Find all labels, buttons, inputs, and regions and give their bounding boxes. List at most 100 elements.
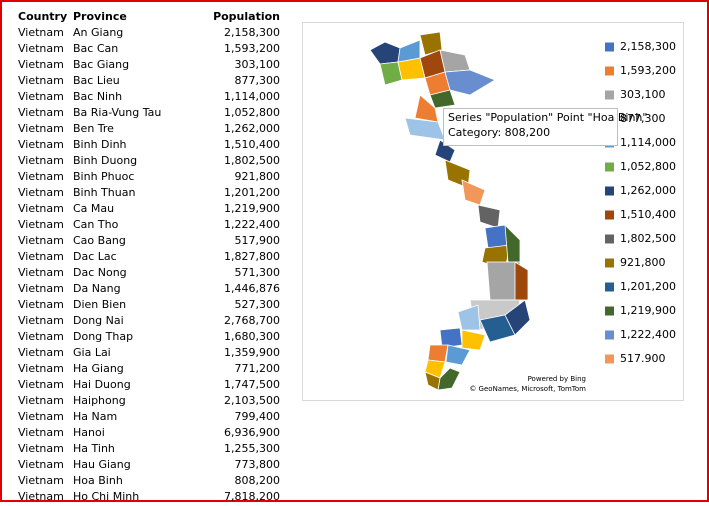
table-cell[interactable]: Vietnam bbox=[18, 74, 64, 87]
table-cell[interactable]: Ba Ria-Vung Tau bbox=[73, 106, 161, 119]
table-cell[interactable]: Vietnam bbox=[18, 314, 64, 327]
table-cell[interactable]: 6,936,900 bbox=[224, 426, 280, 439]
table-cell[interactable]: Vietnam bbox=[18, 186, 64, 199]
table-cell[interactable]: 1,201,200 bbox=[224, 186, 280, 199]
table-cell[interactable]: 7,818,200 bbox=[224, 490, 280, 503]
table-cell[interactable]: Vietnam bbox=[18, 26, 64, 39]
table-cell[interactable]: Vietnam bbox=[18, 218, 64, 231]
table-cell[interactable]: Binh Phuoc bbox=[73, 170, 134, 183]
table-cell[interactable]: 1,219,900 bbox=[224, 202, 280, 215]
table-cell[interactable]: Gia Lai bbox=[73, 346, 111, 359]
table-cell[interactable]: Bac Lieu bbox=[73, 74, 120, 87]
table-cell[interactable]: 1,255,300 bbox=[224, 442, 280, 455]
table-cell[interactable]: 1,802,500 bbox=[224, 154, 280, 167]
table-cell[interactable]: Binh Thuan bbox=[73, 186, 135, 199]
table-cell[interactable]: Vietnam bbox=[18, 362, 64, 375]
table-cell[interactable]: 1,359,900 bbox=[224, 346, 280, 359]
table-cell[interactable]: Vietnam bbox=[18, 282, 64, 295]
column-header[interactable]: Population bbox=[213, 10, 280, 23]
table-cell[interactable]: Vietnam bbox=[18, 410, 64, 423]
table-cell[interactable]: Bac Can bbox=[73, 42, 118, 55]
table-cell[interactable]: Vietnam bbox=[18, 170, 64, 183]
table-cell[interactable]: Ben Tre bbox=[73, 122, 114, 135]
attribution: © GeoNames, Microsoft, TomTom bbox=[469, 385, 586, 393]
table-cell[interactable]: 1,052,800 bbox=[224, 106, 280, 119]
table-cell[interactable]: Vietnam bbox=[18, 202, 64, 215]
table-cell[interactable]: Vietnam bbox=[18, 330, 64, 343]
table-cell[interactable]: Hau Giang bbox=[73, 458, 131, 471]
table-cell[interactable]: Haiphong bbox=[73, 394, 126, 407]
table-cell[interactable]: Ha Tinh bbox=[73, 442, 115, 455]
column-header[interactable]: Country bbox=[18, 10, 67, 23]
table-cell[interactable]: Dien Bien bbox=[73, 298, 126, 311]
table-cell[interactable]: Vietnam bbox=[18, 490, 64, 503]
legend-swatch bbox=[605, 234, 614, 244]
table-cell[interactable]: 2,103,500 bbox=[224, 394, 280, 407]
table-cell[interactable]: Vietnam bbox=[18, 426, 64, 439]
table-cell[interactable]: Binh Dinh bbox=[73, 138, 127, 151]
table-cell[interactable]: Vietnam bbox=[18, 138, 64, 151]
table-cell[interactable]: Ha Nam bbox=[73, 410, 117, 423]
legend-label: 1,219,900 bbox=[620, 304, 676, 317]
table-cell[interactable]: 2,158,300 bbox=[224, 26, 280, 39]
table-cell[interactable]: Dac Lac bbox=[73, 250, 117, 263]
table-cell[interactable]: 571,300 bbox=[235, 266, 281, 279]
table-cell[interactable]: Hai Duong bbox=[73, 378, 131, 391]
table-cell[interactable]: 517,900 bbox=[235, 234, 281, 247]
table-cell[interactable]: Vietnam bbox=[18, 266, 64, 279]
table-cell[interactable]: Vietnam bbox=[18, 394, 64, 407]
table-cell[interactable]: 771,200 bbox=[235, 362, 281, 375]
table-cell[interactable]: Vietnam bbox=[18, 58, 64, 71]
legend-label: 1,201,200 bbox=[620, 280, 676, 293]
legend-label: 1,593,200 bbox=[620, 64, 676, 77]
table-cell[interactable]: Ca Mau bbox=[73, 202, 114, 215]
table-cell[interactable]: 1,593,200 bbox=[224, 42, 280, 55]
table-cell[interactable]: Binh Duong bbox=[73, 154, 137, 167]
table-cell[interactable]: Vietnam bbox=[18, 346, 64, 359]
table-cell[interactable]: Vietnam bbox=[18, 122, 64, 135]
table-cell[interactable]: Ha Giang bbox=[73, 362, 124, 375]
table-cell[interactable]: 1,222,400 bbox=[224, 218, 280, 231]
table-cell[interactable]: 303,100 bbox=[235, 58, 281, 71]
table-cell[interactable]: Vietnam bbox=[18, 378, 64, 391]
table-cell[interactable]: 2,768,700 bbox=[224, 314, 280, 327]
table-cell[interactable]: 1,114,000 bbox=[224, 90, 280, 103]
table-cell[interactable]: Vietnam bbox=[18, 458, 64, 471]
table-cell[interactable]: 1,680,300 bbox=[224, 330, 280, 343]
table-cell[interactable]: Can Tho bbox=[73, 218, 119, 231]
table-cell[interactable]: 799,400 bbox=[235, 410, 281, 423]
column-header[interactable]: Province bbox=[73, 10, 127, 23]
table-cell[interactable]: Vietnam bbox=[18, 298, 64, 311]
table-cell[interactable]: 1,747,500 bbox=[224, 378, 280, 391]
table-cell[interactable]: Da Nang bbox=[73, 282, 121, 295]
table-cell[interactable]: Bac Ninh bbox=[73, 90, 122, 103]
table-cell[interactable]: 921,800 bbox=[235, 170, 281, 183]
table-cell[interactable]: 527,300 bbox=[235, 298, 281, 311]
table-cell[interactable]: Ho Chi Minh bbox=[73, 490, 139, 503]
table-cell[interactable]: An Giang bbox=[73, 26, 123, 39]
legend-label: 1,262,000 bbox=[620, 184, 676, 197]
table-cell[interactable]: Vietnam bbox=[18, 106, 64, 119]
table-cell[interactable]: Vietnam bbox=[18, 442, 64, 455]
table-cell[interactable]: Vietnam bbox=[18, 42, 64, 55]
table-cell[interactable]: Bac Giang bbox=[73, 58, 129, 71]
table-cell[interactable]: 1,827,800 bbox=[224, 250, 280, 263]
table-cell[interactable]: Dac Nong bbox=[73, 266, 127, 279]
table-cell[interactable]: Vietnam bbox=[18, 154, 64, 167]
table-cell[interactable]: 773,800 bbox=[235, 458, 281, 471]
table-cell[interactable]: Cao Bang bbox=[73, 234, 126, 247]
table-cell[interactable]: Vietnam bbox=[18, 90, 64, 103]
table-cell[interactable]: Hanoi bbox=[73, 426, 105, 439]
table-cell[interactable]: Vietnam bbox=[18, 474, 64, 487]
table-cell[interactable]: Dong Nai bbox=[73, 314, 124, 327]
table-cell[interactable]: 1,262,000 bbox=[224, 122, 280, 135]
table-cell[interactable]: Vietnam bbox=[18, 250, 64, 263]
table-cell[interactable]: 877,300 bbox=[235, 74, 281, 87]
table-cell[interactable]: Hoa Binh bbox=[73, 474, 123, 487]
table-cell[interactable]: Vietnam bbox=[18, 234, 64, 247]
table-cell[interactable]: 1,446,876 bbox=[224, 282, 280, 295]
table-cell[interactable]: Dong Thap bbox=[73, 330, 133, 343]
table-cell[interactable]: 1,510,400 bbox=[224, 138, 280, 151]
table-cell[interactable]: 808,200 bbox=[235, 474, 281, 487]
